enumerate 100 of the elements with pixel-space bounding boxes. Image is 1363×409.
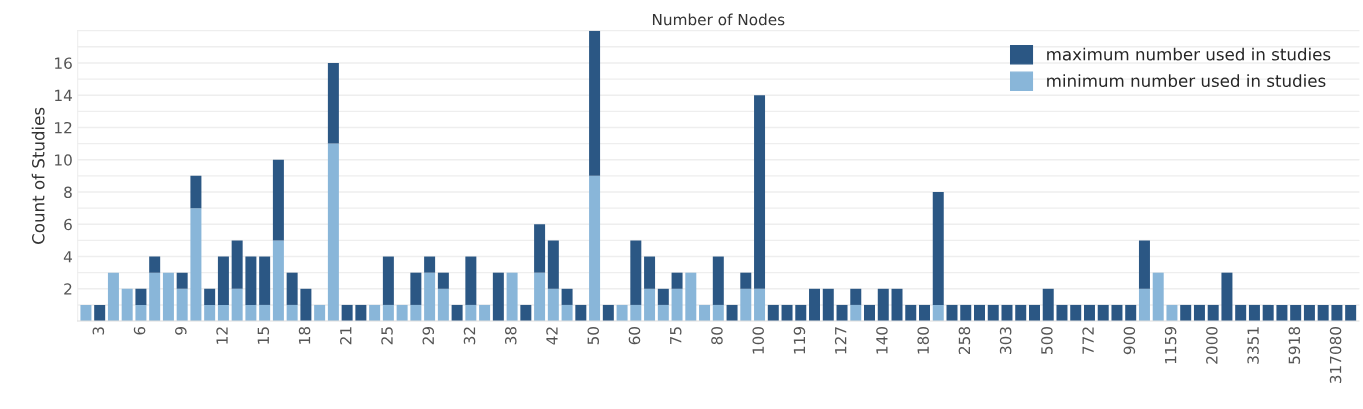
bar <box>850 304 862 322</box>
bar <box>987 304 999 322</box>
bar <box>767 304 779 322</box>
bar <box>1193 304 1205 322</box>
bar <box>424 256 436 273</box>
bar <box>327 143 339 322</box>
bar <box>1001 304 1013 322</box>
bar <box>1290 304 1302 322</box>
bar <box>877 288 889 322</box>
bar <box>410 272 422 305</box>
bar <box>1345 304 1357 322</box>
x-tick-label: 1159 <box>1164 327 1177 364</box>
bar <box>589 30 601 176</box>
bar <box>1097 304 1109 322</box>
bar <box>726 304 738 322</box>
bar <box>245 304 257 322</box>
x-tick-label: 50 <box>587 326 600 345</box>
bar <box>891 288 903 322</box>
bar <box>809 288 821 322</box>
bar <box>740 272 752 289</box>
bar <box>1276 304 1288 322</box>
bar <box>919 304 930 322</box>
x-tick-label: 127 <box>834 327 847 354</box>
bar <box>231 240 243 289</box>
bar <box>1248 304 1260 322</box>
bar <box>355 304 367 322</box>
bar <box>149 256 161 273</box>
bar <box>644 256 656 289</box>
bar <box>712 256 724 305</box>
bar <box>561 288 573 305</box>
x-tick-label: 772 <box>1082 327 1094 354</box>
x-tick-label: 32 <box>463 327 476 345</box>
x-tick-label: 900 <box>1123 326 1136 355</box>
bar <box>314 304 326 322</box>
x-tick-label: 25 <box>381 327 393 345</box>
bar <box>547 240 559 289</box>
bar <box>616 304 628 322</box>
bar <box>1028 304 1040 322</box>
bar <box>630 240 642 305</box>
bar <box>506 272 518 322</box>
bar <box>1152 272 1164 322</box>
bar <box>575 304 587 322</box>
x-tick-label: 15 <box>257 327 270 344</box>
bar <box>231 288 243 322</box>
y-tick-label: 16 <box>55 57 72 69</box>
y-tick-label: 4 <box>63 251 72 263</box>
x-tick-label: 18 <box>298 326 311 344</box>
x-tick-label: 80 <box>711 326 723 345</box>
bar <box>781 304 793 322</box>
bar <box>437 288 449 322</box>
bar <box>396 304 408 322</box>
bar <box>369 304 381 322</box>
bar <box>107 272 119 322</box>
x-tick-label: 317080 <box>1329 326 1342 384</box>
y-tick-label: 8 <box>64 186 72 199</box>
bar <box>740 288 752 322</box>
bar <box>479 304 491 322</box>
bar <box>932 304 944 322</box>
bar <box>1317 304 1329 322</box>
bar <box>932 192 944 305</box>
x-tick-label: 60 <box>628 326 641 345</box>
bar <box>176 288 188 322</box>
bar <box>836 304 848 322</box>
x-tick-label: 5918 <box>1288 326 1301 364</box>
bar <box>795 304 807 322</box>
x-tick-label: 12 <box>216 327 228 344</box>
x-tick-label: 119 <box>793 327 806 354</box>
bar <box>1056 304 1068 322</box>
bar <box>410 304 422 322</box>
bar <box>1015 304 1027 322</box>
x-tick-label: 6 <box>133 326 146 335</box>
y-tick-label: 6 <box>64 218 72 231</box>
bar <box>465 256 477 305</box>
y-tick-label: 14 <box>55 89 72 102</box>
bar <box>534 272 546 322</box>
x-tick-label: 303 <box>999 327 1012 354</box>
x-tick-label: 180 <box>917 326 929 354</box>
bar <box>864 304 876 322</box>
bar <box>217 256 229 305</box>
bar <box>1207 304 1219 322</box>
bar <box>1331 304 1343 322</box>
bar <box>547 288 559 322</box>
bar <box>850 288 862 305</box>
bar <box>286 272 298 305</box>
bar <box>685 272 697 322</box>
y-tick-label: 2 <box>64 283 72 295</box>
bar <box>712 304 724 322</box>
bar <box>1125 304 1137 322</box>
legend-label: minimum number used in studies <box>1047 74 1326 88</box>
bar <box>1235 304 1247 322</box>
bar <box>162 272 174 322</box>
y-tick-label: 12 <box>55 121 72 134</box>
bar <box>822 288 834 322</box>
bar <box>451 304 463 322</box>
bar <box>644 288 656 322</box>
x-tick-label: 500 <box>1041 326 1053 354</box>
bar <box>121 288 133 322</box>
bar <box>272 159 284 241</box>
x-tick-label: 75 <box>670 327 682 345</box>
bar <box>974 304 985 322</box>
